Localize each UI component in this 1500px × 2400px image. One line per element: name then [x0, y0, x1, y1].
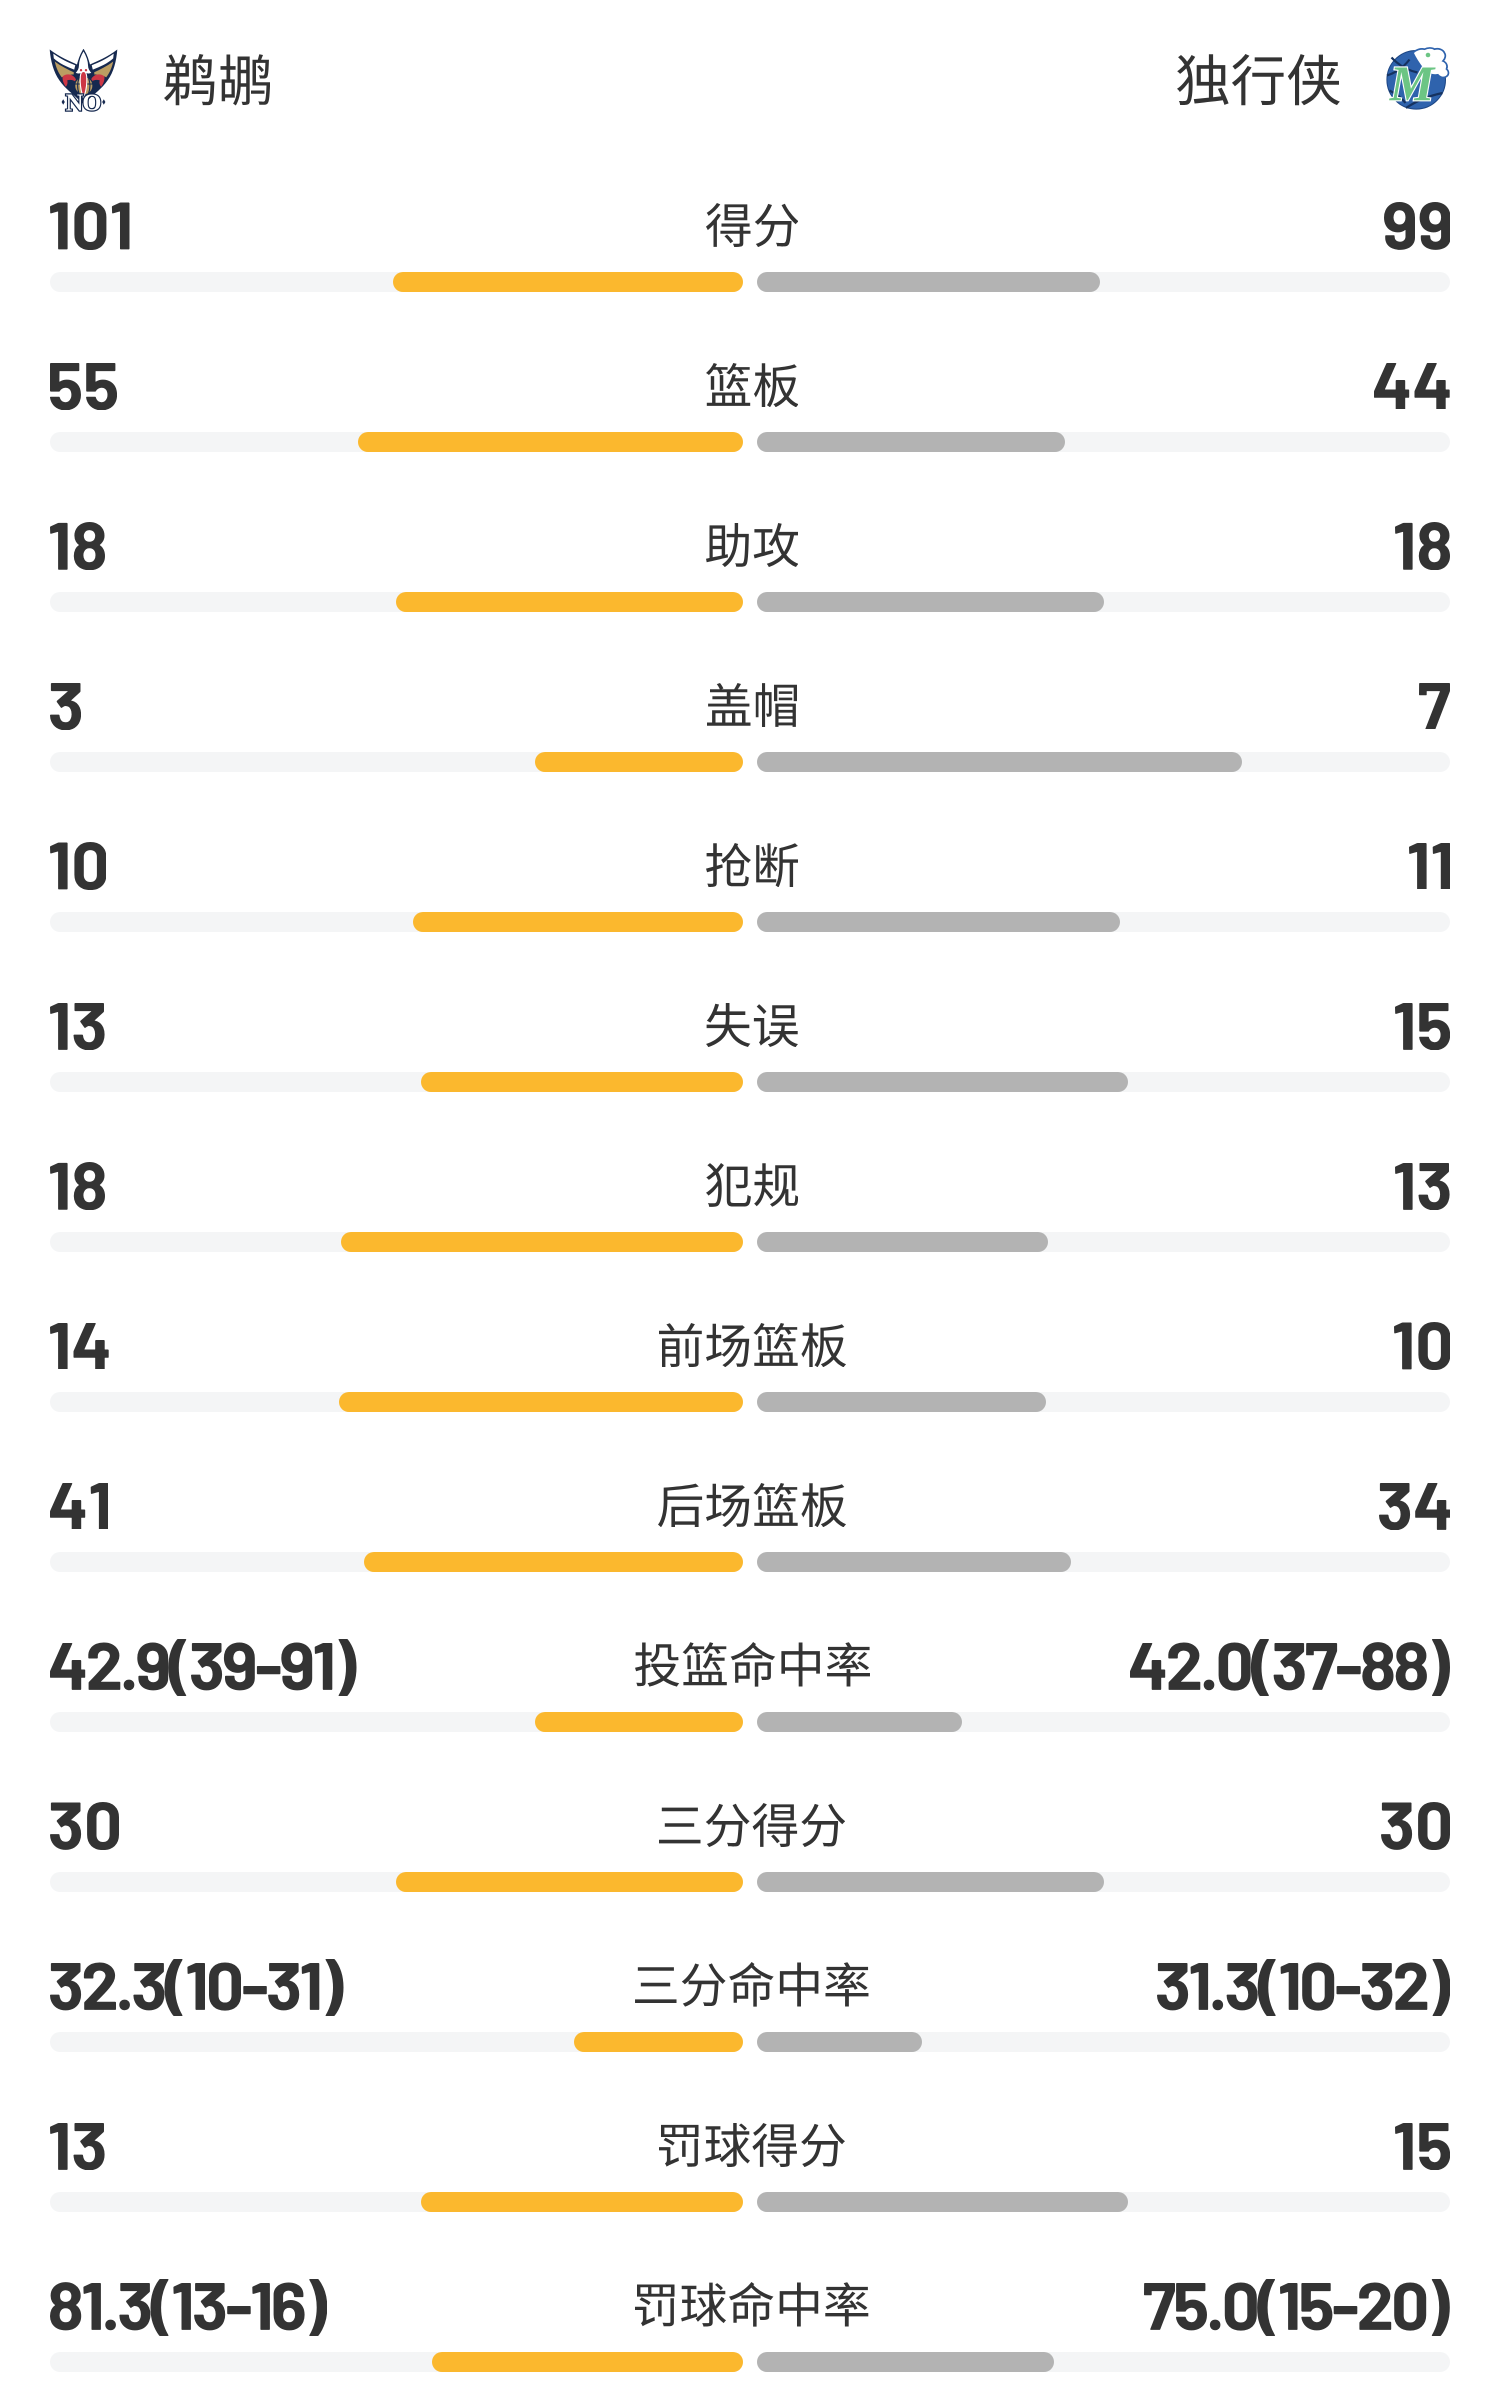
svg-text:M: M: [1389, 55, 1436, 111]
svg-text:NO: NO: [66, 90, 101, 116]
